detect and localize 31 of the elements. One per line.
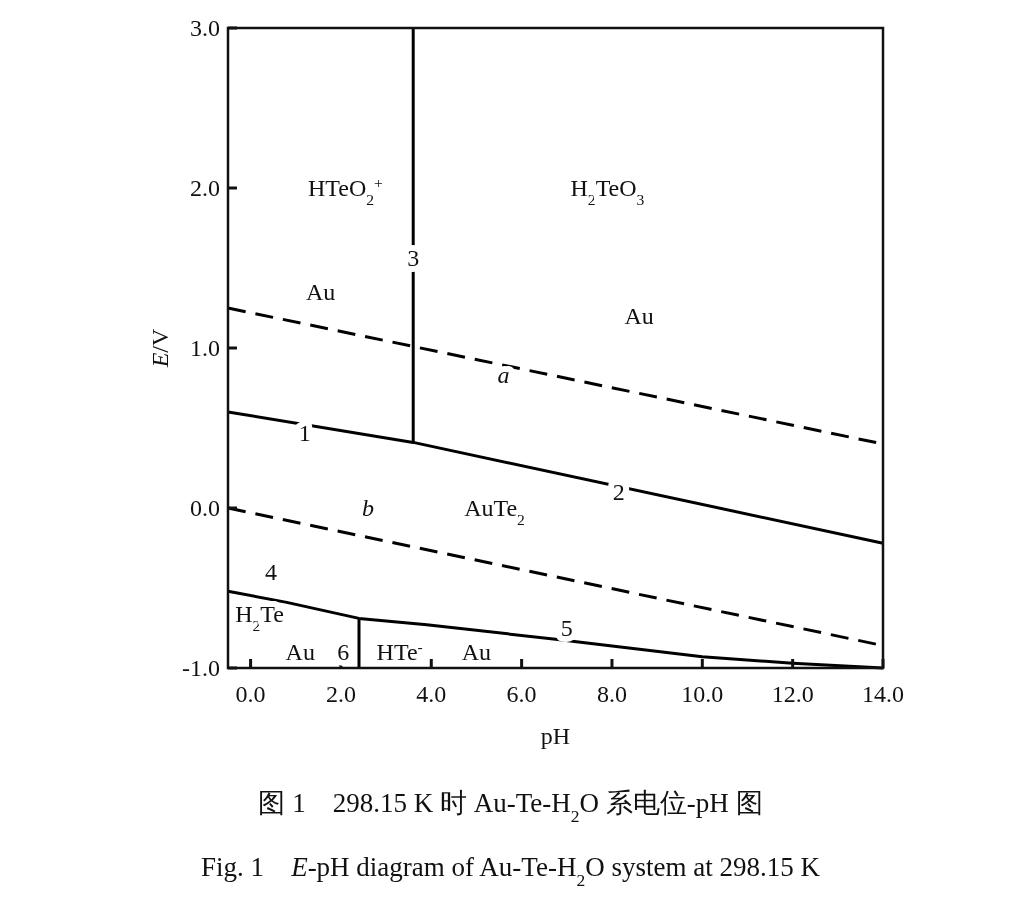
x-tick-label: 6.0 — [506, 681, 537, 707]
x-axis-title: pH — [540, 723, 571, 749]
text: 图 1 298.15 K 时 Au-Te-H$_{2}$O 系电位-pH 图 — [258, 788, 763, 826]
x-tick-label: 12.0 — [771, 681, 814, 707]
x-tick-label: 14.0 — [862, 681, 904, 707]
annotation: Au — [461, 639, 492, 665]
y-tick-label: 0.0 — [190, 495, 220, 521]
annotation: HTe$^{-}$ — [376, 637, 423, 665]
y-tick-label: 2.0 — [190, 175, 220, 201]
x-tick-label: 8.0 — [596, 681, 627, 707]
text: Fig. 1 E-pH diagram of Au-Te-H$_{2}$O system at 298.15 K — [201, 852, 821, 890]
x-tick-label: 4.0 — [416, 681, 447, 707]
annotation: b — [362, 495, 375, 521]
y-tick-label: 3.0 — [190, 15, 220, 41]
annotation: 6 — [337, 639, 350, 665]
annotation: Au — [305, 279, 336, 305]
x-tick-label: 0.0 — [235, 681, 266, 707]
y-axis-title: E/V — [147, 328, 173, 369]
annotation: Au — [285, 639, 315, 665]
annotation: Au — [624, 303, 654, 329]
annotation: 4 — [264, 559, 277, 585]
x-tick-label: 2.0 — [325, 681, 356, 707]
annotation: 1 — [298, 419, 311, 446]
annotation: 5 — [560, 615, 573, 641]
y-tick-label: 1.0 — [190, 335, 220, 361]
annotation: a — [497, 362, 510, 389]
annotation: AuTe$_{2}$ — [464, 495, 525, 528]
x-tick-label: 10.0 — [681, 681, 724, 707]
y-tick-label: -1.0 — [182, 655, 220, 681]
annotation: H$_{2}$Te — [235, 600, 285, 634]
annotation: H$_{2}$TeO$_{3}$ — [570, 175, 645, 208]
